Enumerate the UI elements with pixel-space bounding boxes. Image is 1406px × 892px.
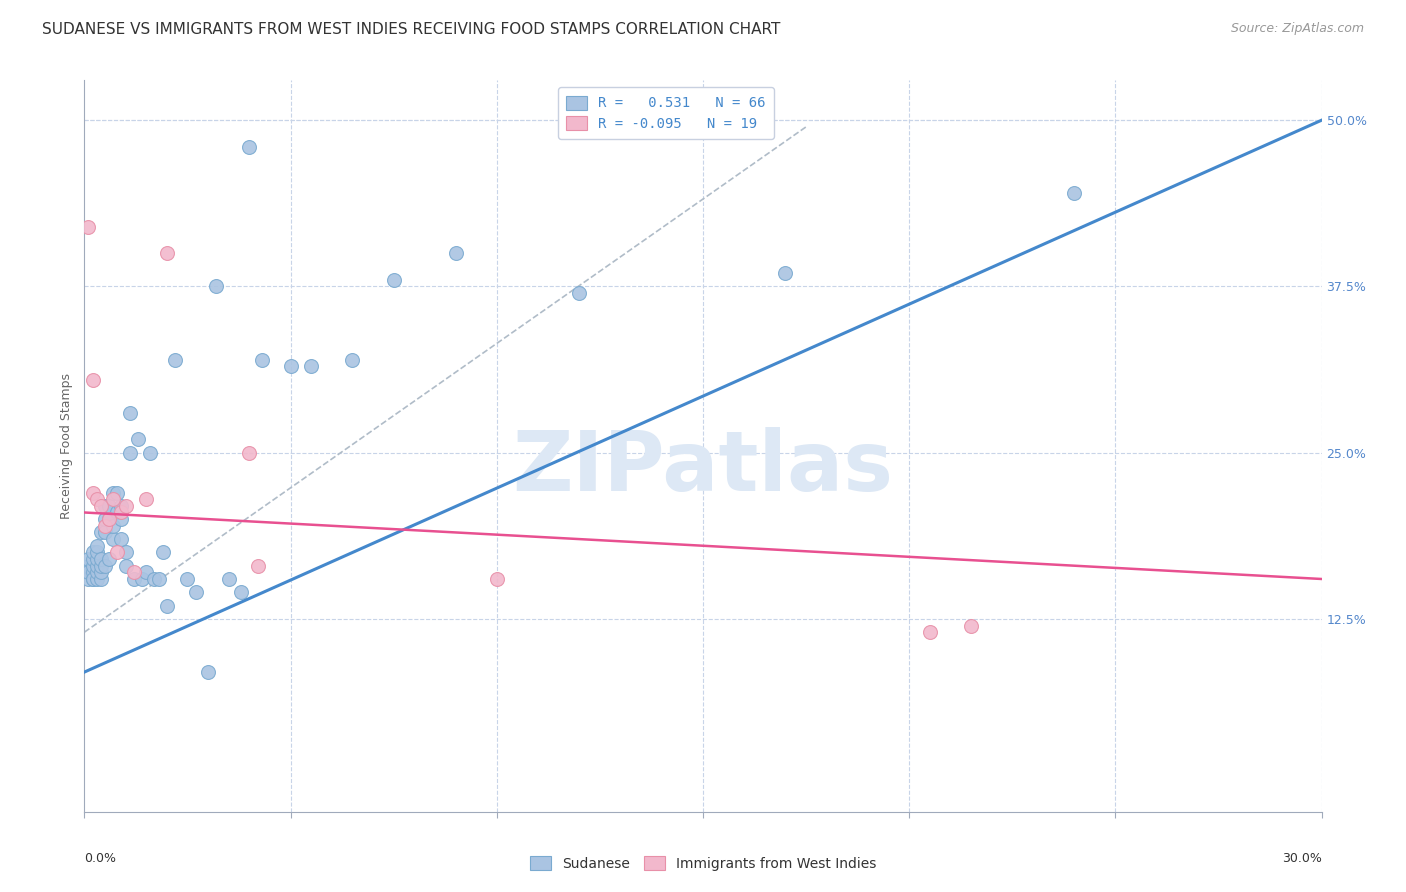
Point [238,140,260,154]
Point [98,499,121,513]
Point [110,499,132,513]
Point [165,352,187,367]
Point [77,219,100,234]
Point [148,572,170,586]
Point [86,539,108,553]
Point [382,273,405,287]
Point [131,572,153,586]
Point [77,552,100,566]
Point [82,372,104,386]
Point [98,552,121,566]
Point [444,246,467,260]
Point [90,499,112,513]
Y-axis label: Receiving Food Stamps: Receiving Food Stamps [60,373,73,519]
Point [86,545,108,559]
Point [105,506,128,520]
Point [86,492,108,507]
Point [118,406,141,420]
Point [94,512,117,526]
Point [94,499,117,513]
Point [94,525,117,540]
Point [176,572,198,586]
Point [94,518,117,533]
Text: Source: ZipAtlas.com: Source: ZipAtlas.com [1230,22,1364,36]
Point [82,552,104,566]
Point [86,572,108,586]
Point [156,599,179,613]
Point [77,572,100,586]
Point [90,558,112,573]
Legend: Sudanese, Immigrants from West Indies: Sudanese, Immigrants from West Indies [524,850,882,876]
Point [110,506,132,520]
Point [122,566,145,580]
Point [105,485,128,500]
Point [82,545,104,559]
Point [103,485,125,500]
Point [156,246,179,260]
Text: SUDANESE VS IMMIGRANTS FROM WEST INDIES RECEIVING FOOD STAMPS CORRELATION CHART: SUDANESE VS IMMIGRANTS FROM WEST INDIES … [42,22,780,37]
Text: 0.0%: 0.0% [84,852,117,865]
Text: 30.0%: 30.0% [1282,852,1322,865]
Point [98,512,121,526]
Point [184,585,207,599]
Point [110,532,132,546]
Point [82,558,104,573]
Point [135,566,157,580]
Point [246,558,269,573]
Point [143,572,166,586]
Point [152,545,174,559]
Point [98,512,121,526]
Point [103,492,125,507]
Point [218,572,240,586]
Text: ZIPatlas: ZIPatlas [513,427,893,508]
Point [197,665,219,679]
Point [238,445,260,459]
Point [90,525,112,540]
Point [229,585,252,599]
Point [82,572,104,586]
Point [135,492,157,507]
Point [82,572,104,586]
Point [122,572,145,586]
Point [86,552,108,566]
Point [775,266,797,280]
Point [94,558,117,573]
Point [103,532,125,546]
Point [139,445,162,459]
Point [114,558,136,573]
Point [110,512,132,526]
Point [114,499,136,513]
Point [299,359,322,374]
Point [280,359,302,374]
Point [86,558,108,573]
Point [118,445,141,459]
Point [90,552,112,566]
Point [86,566,108,580]
Point [568,286,591,301]
Point [485,572,508,586]
Point [127,433,149,447]
Point [82,566,104,580]
Point [77,566,100,580]
Point [342,352,364,367]
Point [103,518,125,533]
Point [90,566,112,580]
Point [1063,186,1085,201]
Point [114,545,136,559]
Point [105,545,128,559]
Point [205,279,228,293]
Point [90,572,112,586]
Point [82,485,104,500]
Point [918,625,941,640]
Point [960,618,983,632]
Point [250,352,273,367]
Legend: R =   0.531   N = 66, R = -0.095   N = 19: R = 0.531 N = 66, R = -0.095 N = 19 [558,87,773,139]
Point [77,558,100,573]
